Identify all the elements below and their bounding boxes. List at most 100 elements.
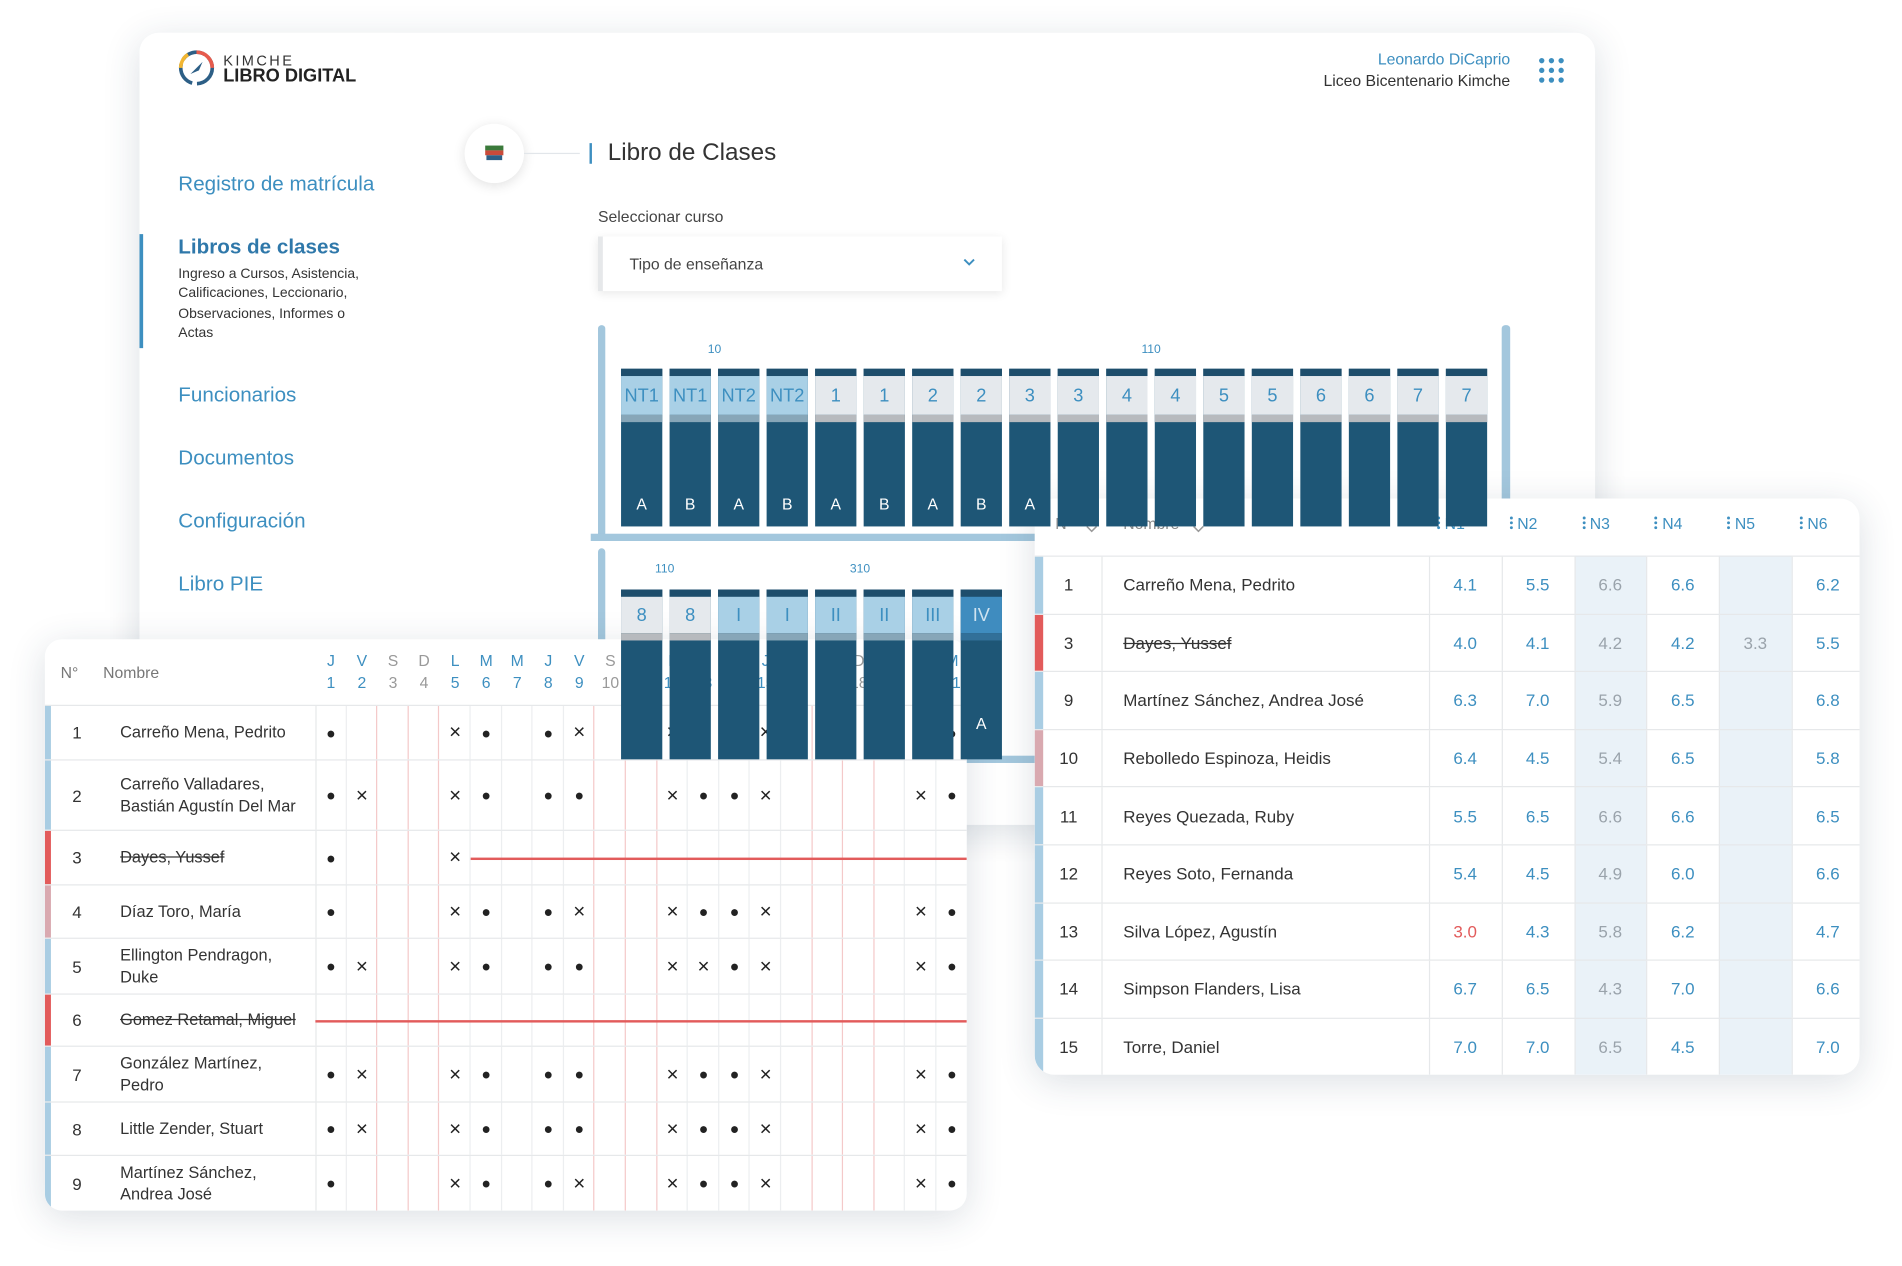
book[interactable]: NT2 B: [766, 368, 808, 527]
book[interactable]: 7: [1397, 368, 1439, 527]
book[interactable]: 5: [1203, 368, 1245, 527]
grade[interactable]: 4.9: [1598, 864, 1623, 884]
book[interactable]: 5: [1251, 368, 1294, 527]
book[interactable]: 4: [1106, 368, 1148, 527]
menu-item[interactable]: Configuración: [178, 509, 306, 533]
book[interactable]: NT1 A: [621, 368, 663, 527]
grade[interactable]: 6.3: [1453, 690, 1477, 711]
user-name[interactable]: Leonardo DiCaprio: [1377, 49, 1511, 68]
column-menu[interactable]: [1508, 514, 1515, 531]
grade[interactable]: 4.2: [1598, 633, 1623, 653]
book[interactable]: III: [912, 589, 954, 760]
column-menu[interactable]: [1580, 514, 1587, 531]
attendance-row[interactable]: 2 Carreño Valladares, Bastián Agustín Del…: [44, 759, 967, 830]
grade[interactable]: 5.5: [1816, 633, 1840, 653]
grade-row[interactable]: 13 Silva López, Agustín 3.0 4.3 5.8 6.2 4.7: [1034, 901, 1860, 960]
grade[interactable]: 4.3: [1598, 979, 1623, 999]
attendance-row[interactable]: 5 Ellington Pendragon, Duke ● × × ● ● ● × × ● × × ●: [44, 937, 967, 994]
apps-icon[interactable]: [1538, 57, 1565, 84]
grade[interactable]: 4.3: [1525, 921, 1550, 942]
grade[interactable]: 5.4: [1453, 864, 1477, 884]
grade[interactable]: 6.5: [1670, 748, 1695, 768]
grade-header[interactable]: N2: [1517, 514, 1538, 533]
attendance-row[interactable]: 6 Gomez Retamal, Miguel: [44, 993, 967, 1046]
grade[interactable]: 6.8: [1816, 690, 1840, 711]
grade[interactable]: 7.0: [1525, 690, 1550, 711]
grade-row[interactable]: 14 Simpson Flanders, Lisa 6.7 6.5 4.3 7.0 6.6: [1034, 959, 1860, 1018]
grade[interactable]: 5.5: [1453, 806, 1477, 826]
column-menu[interactable]: [1798, 514, 1805, 531]
attendance-row[interactable]: 3 Dayes, Yussef ● ×: [44, 829, 967, 885]
book[interactable]: II: [815, 589, 857, 760]
grade[interactable]: 4.1: [1525, 633, 1550, 653]
grade-row[interactable]: 11 Reyes Quezada, Ruby 5.5 6.5 6.6 6.6 6.5: [1034, 786, 1860, 845]
grade[interactable]: 4.2: [1670, 633, 1695, 653]
grade[interactable]: 6.4: [1453, 748, 1477, 768]
grade[interactable]: 4.1: [1453, 575, 1477, 595]
grade[interactable]: 6.5: [1816, 806, 1840, 826]
attendance-row[interactable]: 7 González Martínez, Pedro ● × × ● ● ● × ● ● × × ●: [44, 1045, 967, 1102]
grade[interactable]: 6.5: [1670, 690, 1695, 711]
grade[interactable]: 3.3: [1743, 633, 1768, 653]
grade-header[interactable]: N6: [1807, 514, 1828, 533]
book[interactable]: 8: [621, 589, 663, 760]
grade[interactable]: 7.0: [1816, 1037, 1840, 1057]
grade[interactable]: 4.5: [1525, 748, 1550, 768]
grade[interactable]: 7.0: [1670, 979, 1695, 999]
grade-row[interactable]: 15 Torre, Daniel 7.0 7.0 6.5 4.5 7.0: [1034, 1017, 1860, 1075]
column-menu[interactable]: [1653, 514, 1660, 531]
grade[interactable]: 5.4: [1598, 748, 1623, 768]
book[interactable]: NT2 A: [718, 368, 760, 527]
grade[interactable]: 4.5: [1525, 864, 1550, 884]
grade[interactable]: 6.6: [1598, 575, 1623, 595]
grade[interactable]: 7.0: [1525, 1037, 1550, 1057]
grade[interactable]: 6.6: [1670, 575, 1695, 595]
grade[interactable]: 6.7: [1453, 979, 1477, 999]
menu-item[interactable]: Libros de clases: [178, 235, 340, 259]
grade[interactable]: 4.7: [1816, 921, 1840, 942]
menu-item[interactable]: Libro PIE: [178, 572, 264, 596]
attendance-row[interactable]: 8 Little Zender, Stuart ● × × ● ● ● × ● ● × × ●: [44, 1101, 967, 1155]
grade[interactable]: 6.5: [1598, 1037, 1623, 1057]
book[interactable]: II: [863, 589, 905, 760]
book[interactable]: 4: [1154, 368, 1197, 527]
grade[interactable]: 4.0: [1453, 633, 1477, 653]
grade-row[interactable]: 9 Martínez Sánchez, Andrea José 6.3 7.0 5.9 6…: [1034, 671, 1860, 729]
book[interactable]: 7: [1445, 368, 1488, 527]
column-menu[interactable]: [1725, 514, 1732, 531]
grade[interactable]: 3.0: [1453, 921, 1477, 942]
grade[interactable]: 6.6: [1670, 806, 1695, 826]
menu-item[interactable]: Documentos: [178, 446, 295, 470]
grade[interactable]: 6.5: [1525, 806, 1550, 826]
grade[interactable]: 6.2: [1670, 921, 1695, 942]
book[interactable]: 3: [1057, 368, 1099, 527]
book[interactable]: NT1 B: [669, 368, 711, 527]
menu-item[interactable]: Funcionarios: [178, 383, 297, 407]
grade[interactable]: 7.0: [1453, 1037, 1477, 1057]
grade-row[interactable]: 1 Carreño Mena, Pedrito 4.1 5.5 6.6 6.6 6.2: [1034, 555, 1860, 614]
grade-row[interactable]: 10 Rebolledo Espinoza, Heidis 6.4 4.5 5.4 6.5…: [1034, 728, 1860, 787]
grade-header[interactable]: N5: [1734, 514, 1755, 533]
book[interactable]: 8: [669, 589, 711, 760]
book[interactable]: 6: [1348, 368, 1391, 527]
grade[interactable]: 5.5: [1525, 575, 1550, 595]
grade-row[interactable]: 12 Reyes Soto, Fernanda 5.4 4.5 4.9 6.0 6.6: [1034, 844, 1860, 902]
grade-header[interactable]: N3: [1589, 514, 1610, 533]
grade-row[interactable]: 3 Dayes, Yussef 4.0 4.1 4.2 4.2 3.3 5.5: [1034, 613, 1860, 672]
book[interactable]: I: [766, 589, 808, 760]
course-select[interactable]: Tipo de enseñanza: [598, 236, 1002, 292]
grade[interactable]: 6.6: [1816, 979, 1840, 999]
grade[interactable]: 6.6: [1816, 864, 1840, 884]
grade[interactable]: 6.6: [1598, 806, 1623, 826]
book[interactable]: 6: [1300, 368, 1342, 527]
grade[interactable]: 5.9: [1598, 690, 1623, 711]
grade-header[interactable]: N4: [1662, 514, 1683, 533]
grade[interactable]: 5.8: [1816, 748, 1840, 768]
grade[interactable]: 5.8: [1598, 921, 1623, 942]
grade[interactable]: 6.2: [1816, 575, 1840, 595]
